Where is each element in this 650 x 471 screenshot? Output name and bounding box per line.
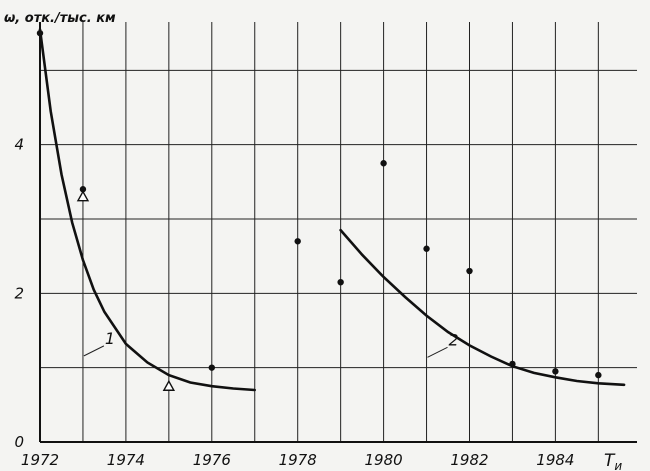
tick-labels: 1972 1974 1976 1978 1980 1982 1984 0 2 4	[14, 136, 574, 469]
x-axis-label: Ти	[604, 451, 622, 471]
y-tick-label: 4	[14, 136, 24, 154]
data-point-triangle	[162, 379, 176, 391]
data-point	[208, 364, 215, 371]
data-point	[595, 371, 602, 379]
x-axis-label-main: Т	[604, 451, 616, 471]
y-tick-label: 0	[14, 433, 24, 451]
data-point	[79, 186, 87, 193]
x-tick-label: 1984	[536, 451, 574, 469]
points	[36, 29, 602, 391]
data-point	[552, 368, 559, 375]
x-tick-label: 1982	[450, 451, 488, 469]
y-tick-label: 2	[14, 284, 24, 302]
data-point	[466, 267, 473, 275]
curve-2	[339, 228, 626, 387]
data-point-triangle	[76, 190, 90, 202]
data-point	[36, 29, 44, 37]
curve-label-leader	[83, 345, 105, 357]
curve-label-2: 2	[448, 330, 458, 349]
data-point	[509, 360, 516, 368]
grid	[40, 22, 637, 442]
data-point	[380, 160, 387, 167]
x-tick-label: 1974	[107, 451, 145, 469]
x-tick-label: 1980	[365, 451, 403, 469]
x-tick-label: 1976	[193, 451, 231, 469]
x-axis-label-sub: и	[614, 459, 622, 471]
axes	[39, 22, 637, 443]
x-tick-label: 1972	[21, 451, 59, 469]
curve-1	[38, 28, 256, 392]
data-point	[423, 245, 430, 252]
x-tick-label: 1978	[279, 451, 317, 469]
data-point	[337, 278, 344, 286]
y-axis-label: ω, отк./тыс. км	[4, 11, 116, 26]
curve-label-leader	[427, 346, 448, 358]
data-point	[294, 238, 301, 245]
curve-label-1: 1	[105, 329, 115, 348]
